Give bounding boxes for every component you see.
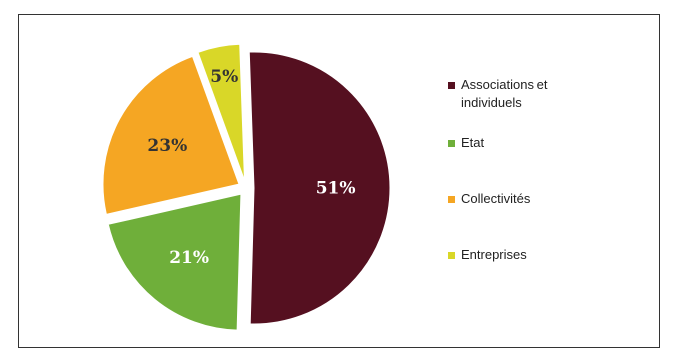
- legend-swatch-associations: [448, 82, 455, 89]
- slice-label-collectivites: 23%: [147, 136, 187, 156]
- slice-label-entreprises: 5%: [210, 67, 238, 87]
- pie-slice-collectivites: [102, 55, 240, 215]
- legend-item-associations: Associations et individuels: [448, 76, 581, 112]
- legend-label-collectivites: Collectivités: [461, 191, 531, 206]
- legend-label-associations: Associations et individuels: [461, 77, 548, 110]
- legend-swatch-collectivites: [448, 196, 455, 203]
- slice-label-associations: 51%: [316, 179, 356, 199]
- legend-label-etat: Etat: [461, 135, 485, 150]
- legend-item-etat: Etat: [448, 134, 484, 152]
- legend-label-entreprises: Entreprises: [461, 247, 527, 262]
- legend-item-collectivites: Collectivités: [448, 190, 530, 208]
- slice-label-etat: 21%: [169, 248, 209, 268]
- pie-slice-associations: [248, 51, 391, 325]
- legend-swatch-etat: [448, 140, 455, 147]
- pie-slice-entreprises: [197, 43, 245, 181]
- legend-swatch-entreprises: [448, 252, 455, 259]
- legend-item-entreprises: Entreprises: [448, 246, 527, 264]
- pie-slice-etat: [107, 193, 242, 331]
